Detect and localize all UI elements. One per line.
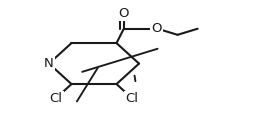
Text: O: O xyxy=(152,22,162,35)
Text: N: N xyxy=(44,57,54,70)
Text: Cl: Cl xyxy=(50,92,63,105)
Text: O: O xyxy=(119,7,129,20)
Text: Cl: Cl xyxy=(125,92,138,105)
